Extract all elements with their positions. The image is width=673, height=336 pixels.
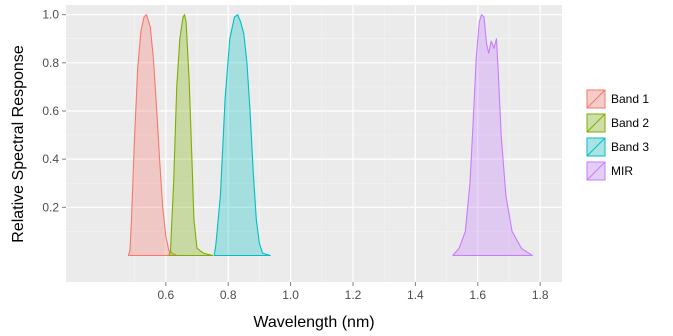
series-areas [127, 14, 533, 257]
legend-key-band-1 [585, 88, 607, 110]
x-tick-label: 1.6 [469, 288, 486, 302]
x-tick-label: 1.8 [532, 288, 549, 302]
y-tick-label: 0.4 [42, 152, 59, 166]
series-area-band-3 [213, 14, 271, 257]
series-area-band-2 [168, 14, 214, 257]
y-tick-label: 0.2 [42, 200, 59, 214]
x-tick-label: 0.6 [157, 288, 174, 302]
series-area-mir [452, 14, 533, 257]
x-tick-label: 1.2 [345, 288, 362, 302]
y-tick-label: 1.0 [42, 8, 59, 22]
legend: Band 1 Band 2 Band 3 MIR [585, 88, 649, 182]
x-tick-label: 0.8 [220, 288, 237, 302]
legend-key-mir [585, 160, 607, 182]
x-tick-label: 1.0 [282, 288, 299, 302]
series-area-band-1 [127, 14, 178, 257]
legend-label: Band 3 [611, 140, 649, 154]
legend-key-band-3 [585, 136, 607, 158]
x-axis-ticks: 0.6 0.8 1.0 1.2 1.4 1.6 1.8 [157, 282, 549, 302]
minor-gridlines [66, 5, 562, 282]
legend-label: MIR [611, 164, 633, 178]
y-tick-label: 0.8 [42, 56, 59, 70]
y-axis-ticks: 0.2 0.4 0.6 0.8 1.0 [42, 8, 66, 214]
legend-key-band-2 [585, 112, 607, 134]
y-axis-title: Relative Spectral Response [10, 45, 27, 243]
y-tick-label: 0.6 [42, 104, 59, 118]
panel-background [66, 5, 562, 282]
x-tick-label: 1.4 [407, 288, 424, 302]
x-axis-title: Wavelength (nm) [253, 314, 374, 331]
major-gridlines [66, 5, 562, 282]
legend-label: Band 2 [611, 116, 649, 130]
legend-label: Band 1 [611, 92, 649, 106]
